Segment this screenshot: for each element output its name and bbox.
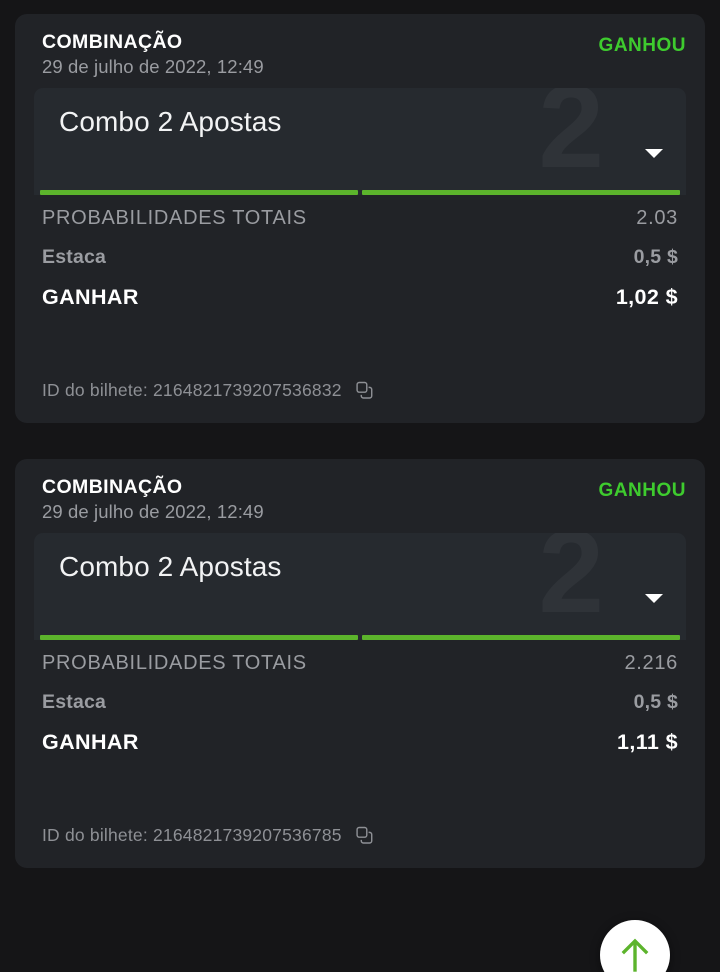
bet-legs-progress-bar [34, 635, 686, 640]
stake-value: 0,5 $ [633, 246, 678, 268]
bet-selection-title: Combo 2 Apostas [59, 106, 282, 137]
stake-value: 0,5 $ [633, 691, 678, 713]
total-odds-label: PROBABILIDADES TOTAIS [42, 207, 307, 229]
ticket-id-text: ID do bilhete: 2164821739207536832 [42, 380, 342, 400]
bet-type-label: COMBINAÇÃO [42, 476, 183, 498]
total-odds-row: PROBABILIDADES TOTAIS 2.216 [42, 652, 678, 691]
bet-legs-progress-bar [34, 190, 686, 195]
bet-leg-segment [40, 635, 358, 640]
bet-slip-header: COMBINAÇÃO 29 de julho de 2022, 12:49 GA… [15, 476, 705, 533]
payout-row: GANHAR 1,02 $ [42, 285, 678, 324]
stake-label: Estaca [42, 691, 107, 713]
bet-type-label: COMBINAÇÃO [42, 31, 183, 53]
bet-selection-panel[interactable]: 2 Combo 2 Apostas [34, 88, 686, 190]
payout-label: GANHAR [42, 285, 139, 309]
legs-count-watermark: 2 [538, 533, 604, 635]
stake-row: Estaca 0,5 $ [42, 691, 678, 730]
bet-selection-title: Combo 2 Apostas [59, 551, 282, 582]
chevron-down-icon[interactable] [645, 149, 663, 158]
bet-slip-header-left: COMBINAÇÃO 29 de julho de 2022, 12:49 [42, 31, 264, 78]
legs-count-watermark: 2 [538, 88, 604, 190]
ticket-id-row: ID do bilhete: 2164821739207536785 [15, 769, 705, 868]
scroll-to-top-button[interactable] [600, 920, 670, 972]
ticket-id-text: ID do bilhete: 2164821739207536785 [42, 825, 342, 845]
bet-leg-segment [362, 635, 680, 640]
total-odds-label: PROBABILIDADES TOTAIS [42, 652, 307, 674]
bet-slip-card[interactable]: COMBINAÇÃO 29 de julho de 2022, 12:49 GA… [15, 459, 705, 868]
bet-placed-timestamp: 29 de julho de 2022, 12:49 [42, 55, 264, 77]
stake-row: Estaca 0,5 $ [42, 246, 678, 285]
bet-slip-card[interactable]: COMBINAÇÃO 29 de julho de 2022, 12:49 GA… [15, 14, 705, 423]
copy-icon[interactable] [355, 381, 374, 400]
ticket-id-row: ID do bilhete: 2164821739207536832 [15, 324, 705, 423]
chevron-down-icon[interactable] [645, 594, 663, 603]
bet-leg-segment [40, 190, 358, 195]
total-odds-row: PROBABILIDADES TOTAIS 2.03 [42, 207, 678, 246]
bet-slip-details: PROBABILIDADES TOTAIS 2.03 Estaca 0,5 $ … [15, 195, 705, 324]
stake-label: Estaca [42, 246, 107, 268]
payout-value: 1,11 $ [617, 730, 678, 754]
bet-leg-segment [362, 190, 680, 195]
total-odds-value: 2.03 [636, 207, 678, 229]
bet-slip-header: COMBINAÇÃO 29 de julho de 2022, 12:49 GA… [15, 31, 705, 88]
bet-slip-header-left: COMBINAÇÃO 29 de julho de 2022, 12:49 [42, 476, 264, 523]
payout-label: GANHAR [42, 730, 139, 754]
bet-selection-panel[interactable]: 2 Combo 2 Apostas [34, 533, 686, 635]
copy-icon[interactable] [355, 826, 374, 845]
payout-value: 1,02 $ [615, 285, 678, 309]
bet-slip-details: PROBABILIDADES TOTAIS 2.216 Estaca 0,5 $… [15, 640, 705, 769]
bet-placed-timestamp: 29 de julho de 2022, 12:49 [42, 500, 264, 522]
status-badge: GANHOU [598, 35, 686, 56]
status-badge: GANHOU [598, 480, 686, 501]
payout-row: GANHAR 1,11 $ [42, 730, 678, 769]
arrow-up-icon [620, 938, 650, 972]
total-odds-value: 2.216 [624, 652, 678, 674]
